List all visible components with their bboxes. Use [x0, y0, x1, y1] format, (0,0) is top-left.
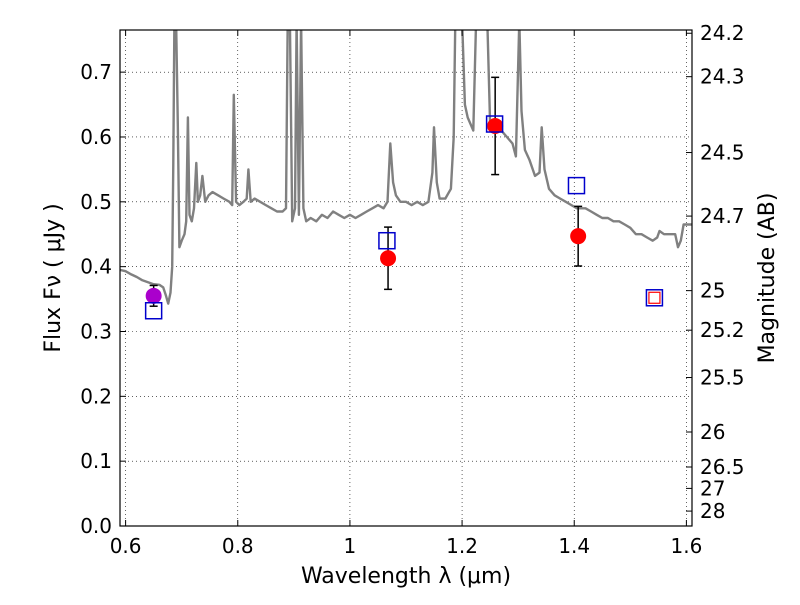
- magnitude-tick-label: 25.2: [700, 318, 745, 342]
- magnitude-tick-label: 26.5: [700, 455, 745, 479]
- y-tick-label: 0.5: [80, 190, 112, 214]
- y-tick-label: 0.6: [80, 125, 112, 149]
- x-tick-label: 1.4: [558, 534, 590, 558]
- model-flux-square-small: [648, 291, 661, 304]
- axis-ticks: 0.6 0.8 1 1.2 1.4 1.6 0.0 0.1 0.2 0.3 0.4 0.5 0.6 0.7…: [80, 21, 744, 558]
- model-flux-square: [144, 301, 163, 320]
- y-tick-label: 0.7: [80, 60, 112, 84]
- grid-lines: [120, 30, 692, 527]
- magnitude-tick-label: 24.7: [700, 204, 745, 228]
- x-tick-label: 1.2: [446, 534, 478, 558]
- flux-data-point: [570, 228, 587, 245]
- model-flux-square: [567, 176, 586, 195]
- x-tick-label: 1.6: [670, 534, 702, 558]
- model-flux-square: [378, 231, 396, 250]
- y-tick-label: 0.1: [80, 449, 112, 473]
- magnitude-tick-label: 27: [700, 476, 725, 500]
- y-tick-label: 0.0: [80, 514, 112, 538]
- right-axis-label: Magnitude (AB): [755, 193, 780, 364]
- x-axis-label: Wavelength λ (μm): [301, 564, 511, 589]
- model-flux-square: [645, 289, 664, 307]
- flux-data-point: [145, 287, 162, 304]
- magnitude-tick-label: 25.5: [700, 366, 745, 390]
- x-tick-label: 0.8: [222, 534, 254, 558]
- y-tick-label: 0.3: [80, 319, 112, 343]
- magnitude-tick-label: 28: [700, 499, 725, 523]
- magnitude-tick-label: 24.3: [700, 65, 745, 89]
- magnitude-tick-label: 24.5: [700, 141, 745, 165]
- magnitude-tick-label: 25: [700, 279, 725, 303]
- y-tick-label: 0.2: [80, 384, 112, 408]
- magnitude-tick-label: 26: [700, 420, 725, 444]
- data-layer: [120, 30, 692, 320]
- y-axis-label: Flux Fν ( μJy ): [41, 203, 66, 352]
- x-tick-label: 1: [344, 534, 357, 558]
- plot-frame: [119, 29, 693, 527]
- model-flux-square: [485, 115, 504, 133]
- magnitude-tick-label: 24.2: [700, 21, 745, 45]
- flux-data-point: [380, 250, 397, 267]
- flux-data-point: [487, 117, 504, 134]
- spectrum-line: [120, 30, 692, 305]
- y-tick-label: 0.4: [80, 255, 112, 279]
- x-tick-label: 0.6: [110, 534, 142, 558]
